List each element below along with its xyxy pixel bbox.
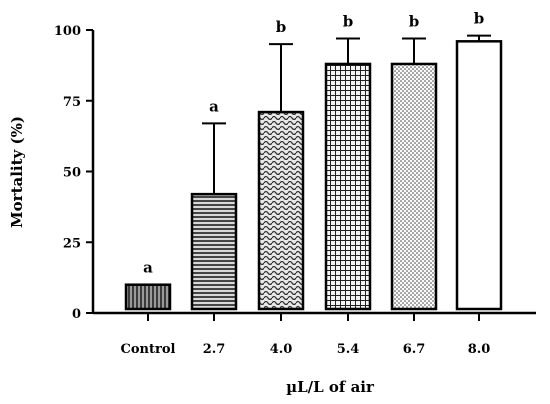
bar [257, 110, 305, 311]
x-tick-label: 4.0 [270, 342, 293, 357]
x-tick-label: Control [121, 342, 176, 357]
bar [324, 62, 372, 311]
bars [124, 40, 503, 311]
x-axis-title: µL/L of air [286, 378, 375, 396]
significance-label: b [276, 18, 287, 36]
x-ticks: Control 2.7 4.0 5.4 6.7 8.0 [121, 313, 491, 357]
error-bars [136, 34, 491, 286]
y-tick-label: 100 [54, 24, 81, 39]
significance-label: b [343, 12, 354, 30]
y-tick-label: 25 [63, 236, 81, 251]
x-tick-label: 8.0 [468, 342, 491, 357]
y-tick-label: 50 [63, 166, 81, 181]
significance-label: b [409, 12, 420, 30]
bar [455, 40, 503, 311]
bar [390, 62, 438, 311]
bar [190, 192, 238, 311]
bar [124, 283, 172, 311]
x-tick-label: 2.7 [203, 342, 226, 357]
significance-label: a [143, 259, 153, 277]
significance-labels: a a b b b b [143, 10, 484, 277]
significance-label: b [474, 10, 485, 28]
x-tick-label: 5.4 [337, 342, 360, 357]
y-tick-label: 75 [63, 95, 81, 110]
y-ticks: 0 25 50 75 100 [54, 24, 93, 322]
x-tick-label: 6.7 [403, 342, 426, 357]
y-tick-label: 0 [72, 307, 81, 322]
significance-label: a [209, 97, 219, 115]
y-axis-title: Mortality (%) [8, 116, 26, 228]
